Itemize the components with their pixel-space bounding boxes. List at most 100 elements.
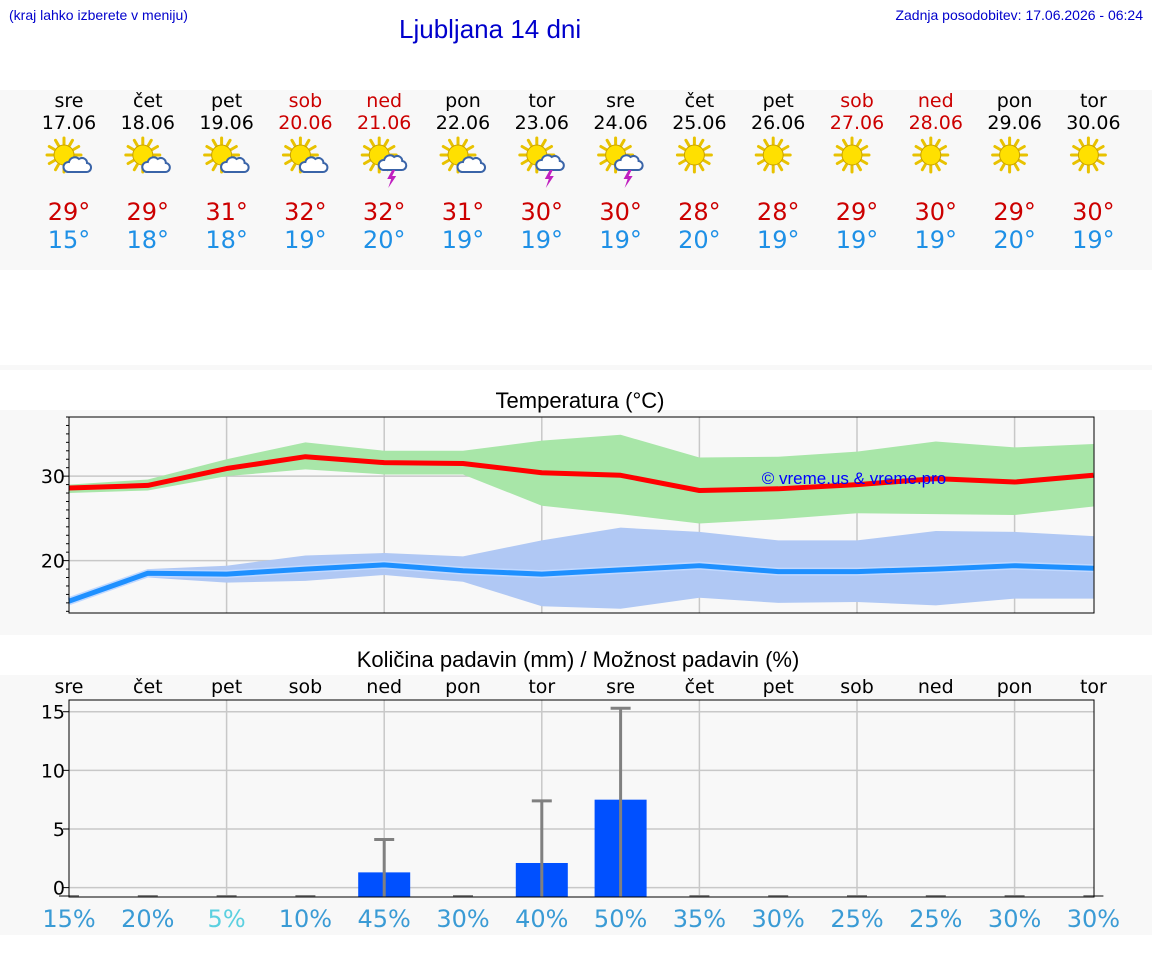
x-category-label: pet [211,676,242,698]
temp-min: 19° [284,226,327,254]
temp-max: 29° [993,198,1036,226]
temp-min: 20° [678,226,721,254]
temp-max: 32° [284,198,327,226]
y-tick-label: 20 [41,551,65,573]
temp-min: 19° [836,226,879,254]
sun-thunder-icon [360,136,408,188]
temp-min: 15° [48,226,91,254]
sun-icon [675,136,713,174]
watermark: © vreme.us & vreme.pro [762,469,946,488]
day-date: 28.06 [909,112,963,134]
plot-frame [68,699,1095,898]
day-name: pon [997,90,1033,112]
sun-cloud-icon [203,136,250,174]
x-category-label: sob [289,676,323,698]
day-name: sob [289,90,323,112]
x-category-label: sre [55,676,84,698]
sun-cloud-icon [281,136,329,174]
day-date: 21.06 [357,112,411,134]
temperature-chart: Temperatura (°C) 20 30 © vreme.us & vreme.p… [41,388,1095,614]
x-category-label: čet [133,676,163,698]
x-category-label: pon [997,676,1033,698]
temp-max: 32° [363,198,406,226]
x-category-label: ned [366,676,402,698]
day-name: čet [133,90,163,112]
temp-max: 30° [915,198,958,226]
temp-max: 30° [521,198,564,226]
sun-cloud-icon [124,136,171,174]
day-name: ned [366,90,402,112]
precip-probability: 45% [358,905,411,933]
temp-min: 20° [993,226,1036,254]
temp-max: 29° [836,198,879,226]
precip-probability: 10% [279,905,332,933]
temp-min: 19° [521,226,564,254]
x-category-label: pet [763,676,794,698]
plot-frame [68,416,1095,614]
day-name: ned [918,90,954,112]
x-category-label: ned [918,676,954,698]
precip-probability: 35% [673,905,726,933]
day-name: pet [763,90,794,112]
temp-max: 29° [127,198,170,226]
temp-min: 18° [127,226,170,254]
location-menu-hint: (kraj lahko izberete v meniju) [9,7,188,23]
day-date: 24.06 [593,112,647,134]
day-name: sob [840,90,874,112]
sun-icon [991,136,1029,174]
y-tick-label: 30 [41,466,65,488]
temp-min: 19° [442,226,485,254]
precip-probability: 30% [1067,905,1120,933]
sun-thunder-icon [597,136,644,188]
temp-max: 30° [1072,198,1115,226]
day-date: 19.06 [199,112,253,134]
temp-min: 19° [1072,226,1115,254]
day-name: sre [606,90,635,112]
x-category-label: sre [606,676,635,698]
daily-forecast: sre17.0629°15°čet18.0629°18°pet19.0631°1… [42,90,1121,254]
precip-probability: 5% [208,905,246,933]
day-name: čet [685,90,715,112]
last-updated: Zadnja posodobitev: 17.06.2026 - 06:24 [895,7,1143,23]
page-title: Ljubljana 14 dni [399,14,582,44]
day-name: pon [445,90,481,112]
precipitation-chart-title: Količina padavin (mm) / Možnost padavin … [357,647,800,672]
temp-min-line [68,562,1094,604]
y-tick-label: 0 [53,878,65,900]
day-date: 27.06 [830,112,884,134]
precipitation-chart: Količina padavin (mm) / Možnost padavin … [41,647,1120,933]
plot-area [69,700,1094,897]
x-category-label: tor [528,676,555,698]
day-name: pet [211,90,242,112]
precip-probability: 30% [436,905,489,933]
temp-min: 20° [363,226,406,254]
day-date: 26.06 [751,112,805,134]
day-date: 18.06 [121,112,175,134]
sun-icon [833,136,871,174]
day-name: tor [1080,90,1107,112]
precip-probability: 30% [988,905,1041,933]
sun-icon [754,136,792,174]
day-date: 25.06 [672,112,726,134]
y-tick-label: 15 [41,702,65,724]
separator-band [0,365,1152,370]
y-tick-label: 5 [53,819,65,841]
precip-probability: 15% [42,905,95,933]
sun-icon [912,136,950,174]
day-date: 17.06 [42,112,96,134]
sun-cloud-icon [45,136,93,174]
temp-max: 31° [205,198,248,226]
day-name: sre [55,90,84,112]
x-category-label: pon [445,676,481,698]
temp-max: 28° [757,198,800,226]
day-name: tor [528,90,555,112]
sun-icon [1069,136,1107,174]
temp-max: 31° [442,198,485,226]
sun-cloud-icon [439,136,487,174]
day-date: 29.06 [987,112,1041,134]
day-date: 23.06 [515,112,569,134]
temp-max: 30° [599,198,642,226]
temp-min: 19° [757,226,800,254]
daily-forecast-panel [0,90,1152,270]
day-date: 20.06 [278,112,332,134]
